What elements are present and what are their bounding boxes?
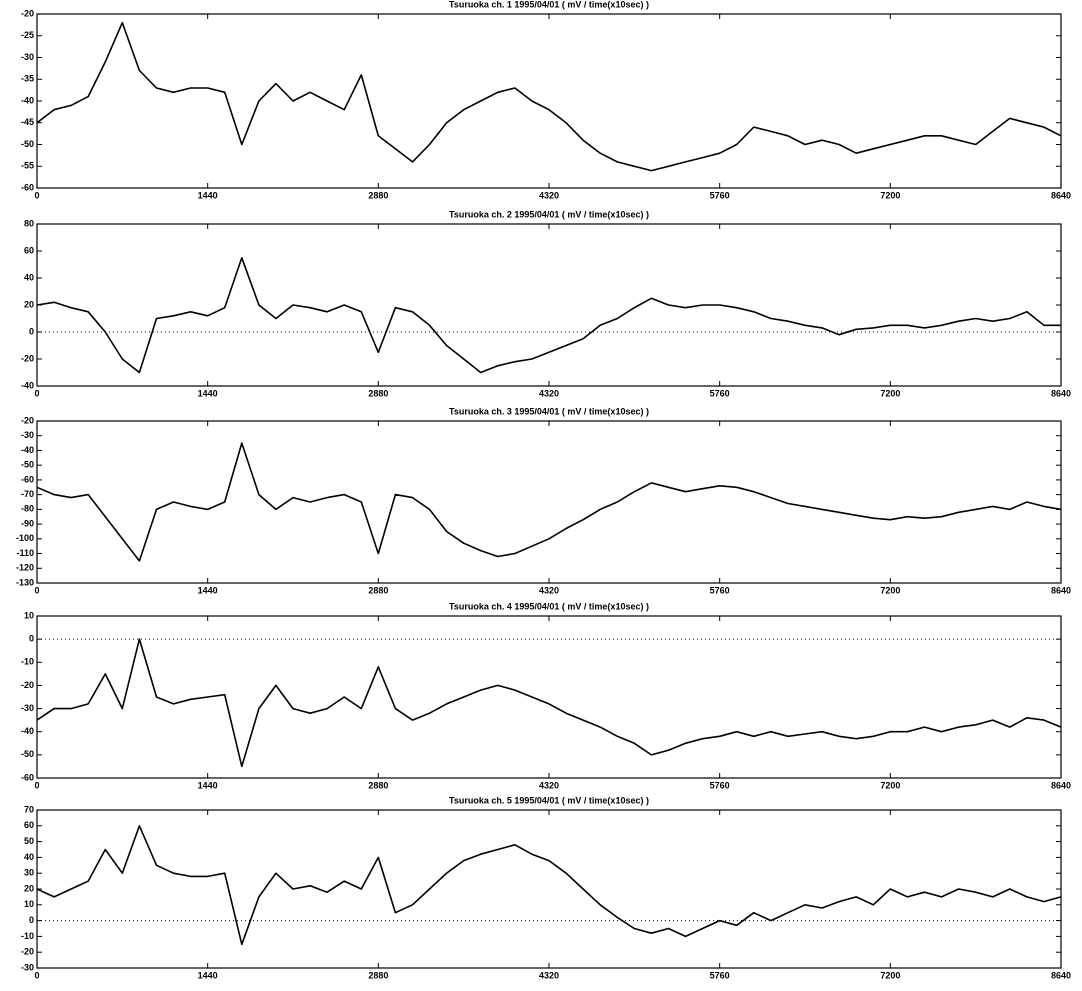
x-tick-label: 0: [34, 585, 39, 595]
x-tick-label: 0: [34, 190, 39, 200]
y-tick-label: 20: [24, 883, 34, 893]
y-tick-label: -60: [21, 772, 34, 782]
y-tick-label: -60: [21, 182, 34, 192]
plot-frame: [36, 420, 1062, 584]
y-tick-label: 60: [24, 245, 34, 255]
x-tick-label: 2880: [368, 780, 388, 790]
y-tick-label: -35: [21, 74, 34, 84]
y-tick-label: 10: [24, 610, 34, 620]
x-tick-label: 1440: [198, 190, 218, 200]
y-tick-label: -120: [16, 563, 34, 573]
y-tick-label: -30: [21, 962, 34, 972]
y-tick-label: -55: [21, 161, 34, 171]
y-tick-label: -50: [21, 460, 34, 470]
y-tick-label: 0: [29, 915, 34, 925]
x-tick-label: 8640: [1051, 585, 1071, 595]
x-tick-label: 5760: [710, 970, 730, 980]
x-tick-label: 0: [34, 780, 39, 790]
x-tick-label: 4320: [539, 190, 559, 200]
plot-frame: [36, 809, 1062, 969]
x-tick-label: 7200: [880, 970, 900, 980]
y-tick-label: -25: [21, 30, 34, 40]
x-tick-label: 5760: [710, 388, 730, 398]
y-tick-label: -20: [21, 8, 34, 18]
x-tick-label: 2880: [368, 190, 388, 200]
x-tick-label: 2880: [368, 388, 388, 398]
x-tick-label: 7200: [880, 190, 900, 200]
y-tick-label: -30: [21, 430, 34, 440]
x-tick-label: 7200: [880, 780, 900, 790]
chart-title: Tsuruoka ch. 3 1995/04/01 ( mV / time(x1…: [449, 406, 649, 416]
chart-title: Tsuruoka ch. 1 1995/04/01 ( mV / time(x1…: [449, 0, 649, 9]
x-tick-label: 1440: [198, 388, 218, 398]
y-tick-label: -30: [21, 703, 34, 713]
y-tick-label: -40: [21, 726, 34, 736]
signal-line: [36, 21, 1062, 172]
x-tick-label: 7200: [880, 388, 900, 398]
y-tick-label: 60: [24, 820, 34, 830]
chart-title: Tsuruoka ch. 5 1995/04/01 ( mV / time(x1…: [449, 795, 649, 805]
y-tick-label: -110: [16, 548, 34, 558]
x-tick-label: 2880: [368, 585, 388, 595]
y-tick-label: 0: [29, 326, 34, 336]
x-tick-label: 1440: [198, 780, 218, 790]
x-tick-label: 1440: [198, 585, 218, 595]
chart-title: Tsuruoka ch. 4 1995/04/01 ( mV / time(x1…: [449, 601, 649, 611]
x-tick-label: 5760: [710, 190, 730, 200]
y-tick-label: -10: [21, 657, 34, 667]
y-tick-label: -90: [21, 518, 34, 528]
x-tick-label: 4320: [539, 585, 559, 595]
y-tick-label: -45: [21, 117, 34, 127]
y-tick-label: -60: [21, 474, 34, 484]
y-tick-label: -10: [21, 931, 34, 941]
y-tick-label: -20: [21, 947, 34, 957]
y-tick-label: 40: [24, 852, 34, 862]
x-tick-label: 8640: [1051, 190, 1071, 200]
x-tick-label: 0: [34, 970, 39, 980]
y-tick-label: 70: [24, 804, 34, 814]
y-tick-label: 80: [24, 218, 34, 228]
signal-line: [36, 442, 1062, 562]
y-tick-label: -70: [21, 489, 34, 499]
plot-frame: [36, 615, 1062, 779]
x-tick-label: 8640: [1051, 780, 1071, 790]
y-tick-label: -40: [21, 380, 34, 390]
x-tick-label: 2880: [368, 970, 388, 980]
x-tick-label: 5760: [710, 780, 730, 790]
signal-line: [36, 825, 1062, 946]
y-tick-label: -40: [21, 95, 34, 105]
y-tick-label: 30: [24, 868, 34, 878]
signal-line: [36, 638, 1062, 768]
y-tick-label: -20: [21, 415, 34, 425]
x-tick-label: 4320: [539, 970, 559, 980]
y-tick-label: -130: [16, 577, 34, 587]
y-tick-label: 20: [24, 299, 34, 309]
y-tick-label: 40: [24, 272, 34, 282]
x-tick-label: 4320: [539, 388, 559, 398]
y-tick-label: -20: [21, 353, 34, 363]
y-tick-label: -100: [16, 533, 34, 543]
plot-frame: [36, 223, 1062, 387]
y-tick-label: -40: [21, 445, 34, 455]
plot-frame: [36, 13, 1062, 189]
y-tick-label: -80: [21, 504, 34, 514]
y-tick-label: -30: [21, 52, 34, 62]
x-tick-label: 7200: [880, 585, 900, 595]
x-tick-label: 0: [34, 388, 39, 398]
y-tick-label: 10: [24, 899, 34, 909]
y-tick-label: -20: [21, 680, 34, 690]
x-tick-label: 1440: [198, 970, 218, 980]
y-tick-label: 50: [24, 836, 34, 846]
y-tick-label: -50: [21, 139, 34, 149]
x-tick-label: 8640: [1051, 388, 1071, 398]
x-tick-label: 5760: [710, 585, 730, 595]
signal-line: [36, 257, 1061, 374]
x-tick-label: 4320: [539, 780, 559, 790]
y-tick-label: 0: [29, 634, 34, 644]
y-tick-label: -50: [21, 749, 34, 759]
chart-title: Tsuruoka ch. 2 1995/04/01 ( mV / time(x1…: [449, 209, 649, 219]
x-tick-label: 8640: [1051, 970, 1071, 980]
